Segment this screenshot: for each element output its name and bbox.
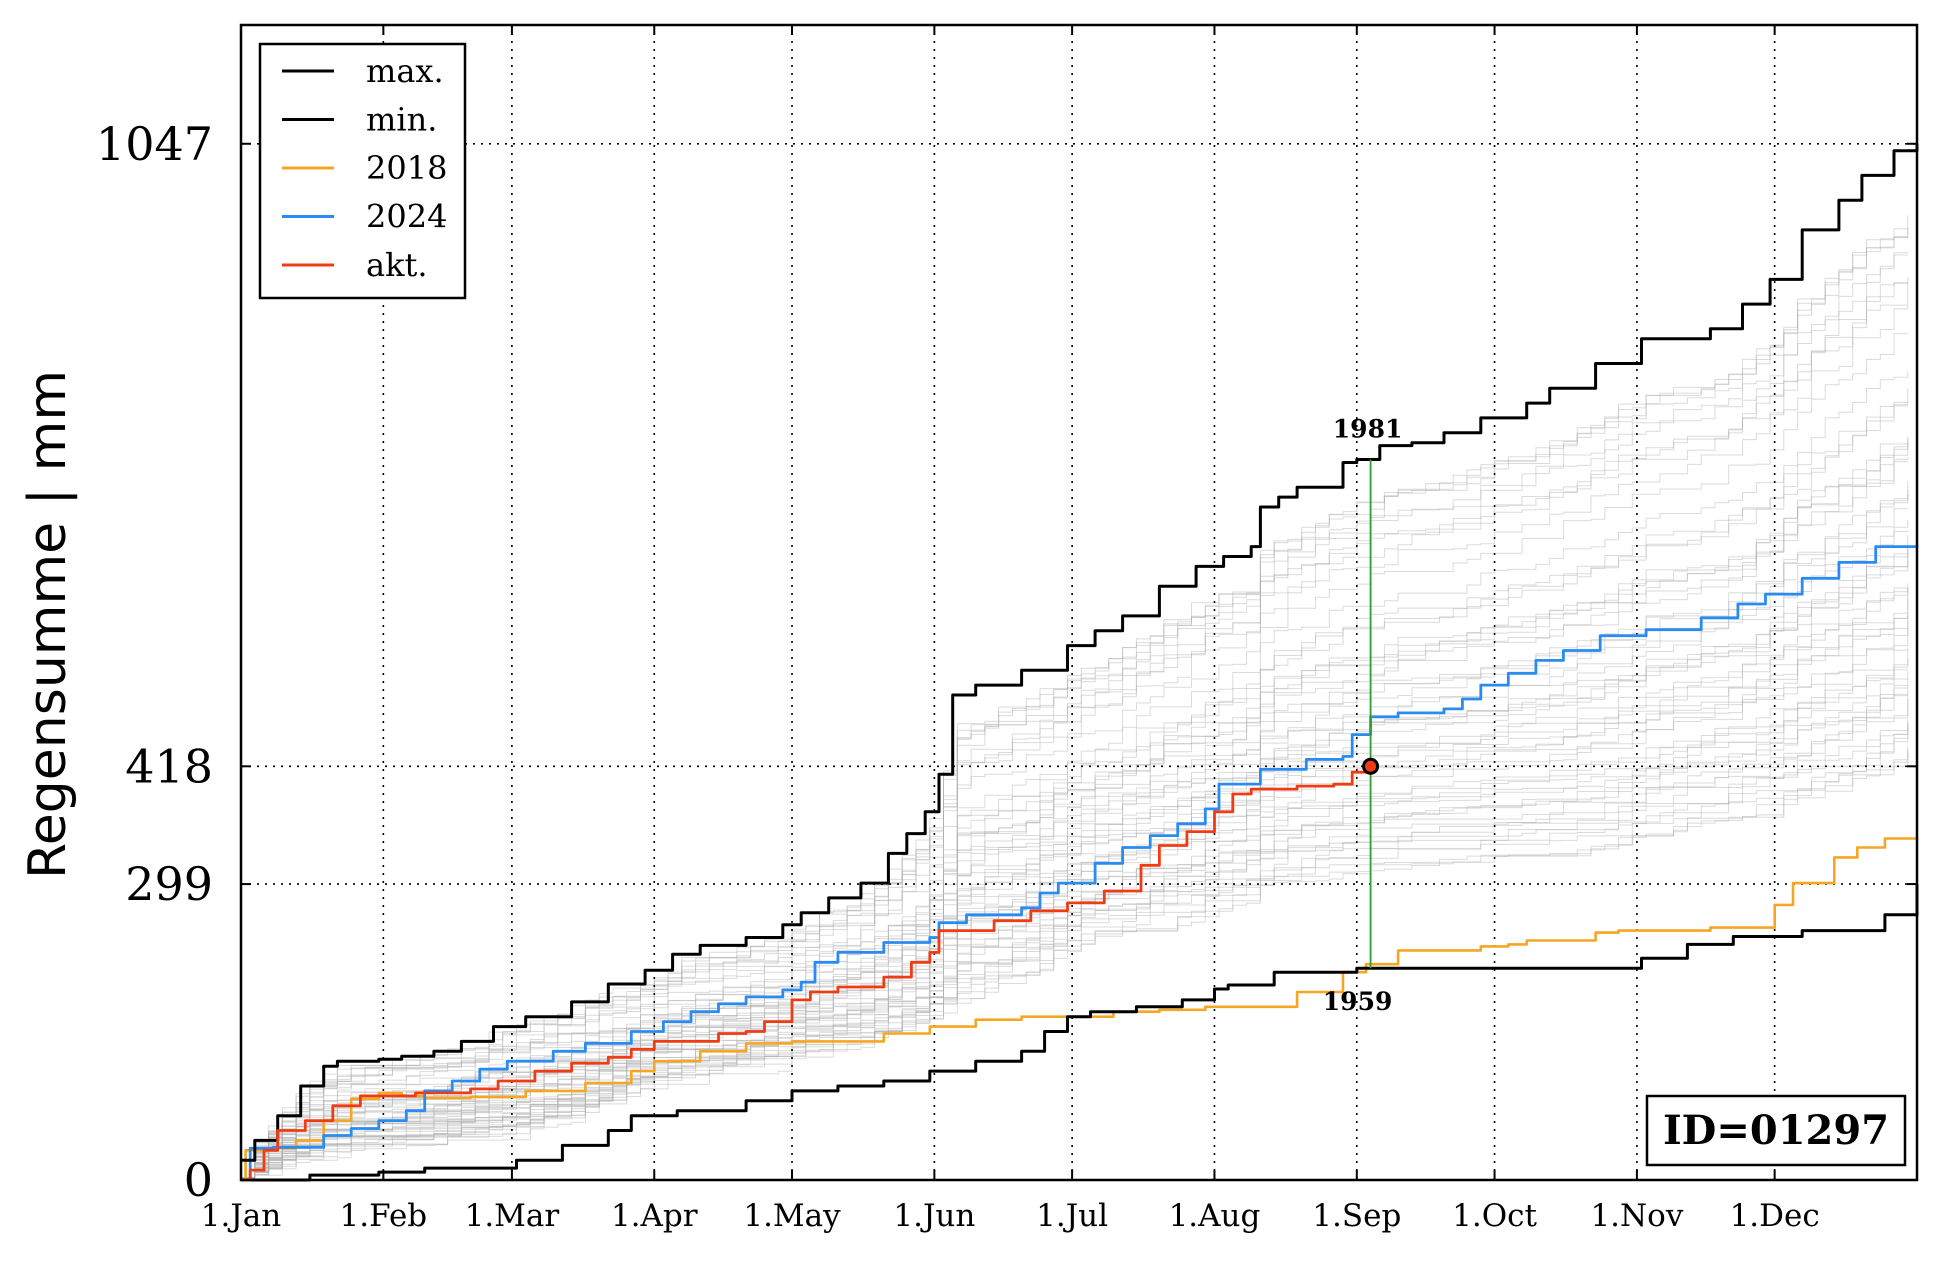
x-tick-label: 1.Sep — [1312, 1198, 1401, 1234]
x-tick-label: 1.Oct — [1452, 1198, 1537, 1234]
background-year-line — [241, 588, 1909, 1181]
grid — [241, 25, 1917, 1180]
background-year-line — [241, 678, 1909, 1179]
background-year-line — [241, 749, 1909, 1181]
x-tick-label: 1.Nov — [1590, 1198, 1683, 1234]
background-year-line — [241, 588, 1909, 1181]
background-year-line — [241, 236, 1909, 1178]
legend-label: 2024 — [366, 198, 447, 236]
background-year-line — [241, 614, 1909, 1179]
x-tick-label: 1.Feb — [340, 1198, 428, 1234]
background-year-line — [241, 671, 1909, 1181]
background-year-line — [241, 405, 1908, 1180]
x-tick-label: 1.Apr — [611, 1198, 698, 1234]
background-year-line — [241, 699, 1909, 1180]
background-year-line — [241, 647, 1909, 1181]
background-year-line — [241, 752, 1909, 1180]
x-tick-label: 1.May — [743, 1198, 841, 1234]
background-year-line — [241, 401, 1909, 1179]
background-year-line — [241, 695, 1908, 1180]
background-year-line — [241, 722, 1909, 1181]
plot-frame — [239, 23, 1919, 1182]
id-box: ID=01297 — [1645, 1094, 1907, 1167]
background-year-line — [241, 494, 1909, 1180]
x-tick-label: 1.Jul — [1036, 1198, 1108, 1234]
background-year-line — [241, 649, 1908, 1179]
background-year-line — [241, 461, 1908, 1179]
y-axis-label: Regensumme | mm — [18, 370, 78, 879]
background-year-line — [241, 687, 1909, 1179]
y-tick-label: 299 — [125, 857, 213, 911]
x-tick-label: 1.Dec — [1730, 1198, 1820, 1234]
x-tick-label: 1.Jan — [201, 1198, 281, 1234]
background-year-line — [241, 227, 1909, 1179]
background-year-line — [241, 721, 1909, 1180]
background-year-line — [241, 370, 1909, 1181]
series-line-akt — [241, 766, 1372, 1182]
series-line-2024 — [241, 544, 1919, 1182]
background-year-line — [241, 553, 1908, 1180]
background-year-line — [241, 254, 1908, 1179]
background-year-line — [241, 586, 1909, 1181]
background-year-line — [241, 719, 1909, 1180]
background-year-line — [241, 333, 1908, 1180]
current-value-dot — [1362, 757, 1380, 775]
background-year-line — [241, 685, 1909, 1181]
background-year-line — [241, 282, 1909, 1179]
legend-label: max. — [366, 52, 444, 90]
background-year-line — [241, 728, 1909, 1181]
background-year-line — [241, 435, 1909, 1180]
background-year-line — [241, 619, 1909, 1180]
y-tick-label: 1047 — [96, 117, 213, 171]
background-year-line — [241, 530, 1909, 1181]
background-year-line — [241, 597, 1909, 1181]
background-year-line — [241, 276, 1909, 1178]
y-tick-label: 418 — [125, 739, 213, 793]
y-tick-label: 0 — [184, 1153, 213, 1207]
background-year-line — [241, 306, 1909, 1180]
id-box-frame — [1645, 1094, 1907, 1167]
background-years — [241, 215, 1909, 1181]
background-year-line — [241, 693, 1909, 1180]
series-line-2018 — [241, 836, 1919, 1182]
x-tick-label: 1.Jun — [893, 1198, 975, 1234]
legend-box — [258, 42, 467, 300]
background-year-line — [241, 252, 1908, 1179]
background-year-line — [241, 747, 1909, 1181]
background-year-line — [241, 535, 1909, 1181]
annotation-layer: 1981 1959 — [1323, 414, 1403, 1016]
background-year-line — [241, 388, 1909, 1180]
series-line-min — [241, 884, 1919, 1182]
background-year-line — [241, 735, 1909, 1181]
series-line-max — [241, 143, 1919, 1162]
background-year-line — [241, 441, 1909, 1180]
legend-label: 2018 — [366, 149, 447, 187]
background-year-line — [241, 228, 1908, 1180]
legend: max. min. 2018 2024 akt. — [258, 42, 467, 300]
background-year-line — [241, 438, 1909, 1179]
id-box-text: ID=01297 — [1663, 1107, 1889, 1154]
x-tick-label: 1.Aug — [1169, 1198, 1261, 1234]
background-year-line — [241, 615, 1909, 1179]
series-layer — [241, 143, 1919, 1182]
background-year-line — [241, 282, 1908, 1179]
background-year-line — [241, 627, 1909, 1180]
background-year-line — [241, 508, 1908, 1180]
background-year-line — [241, 456, 1909, 1181]
annotation-max-year: 1981 — [1333, 414, 1403, 443]
background-year-line — [241, 658, 1909, 1181]
x-tick-label: 1.Mar — [465, 1198, 560, 1234]
axes: 1.Jan 1.Feb 1.Mar 1.Apr 1.May 1.Jun 1.Jul 1.Aug… — [18, 23, 1919, 1234]
legend-label: min. — [366, 101, 437, 139]
background-year-line — [241, 215, 1909, 1178]
annotation-min-year: 1959 — [1323, 987, 1393, 1016]
background-year-line — [241, 520, 1909, 1180]
legend-label: akt. — [366, 246, 428, 284]
